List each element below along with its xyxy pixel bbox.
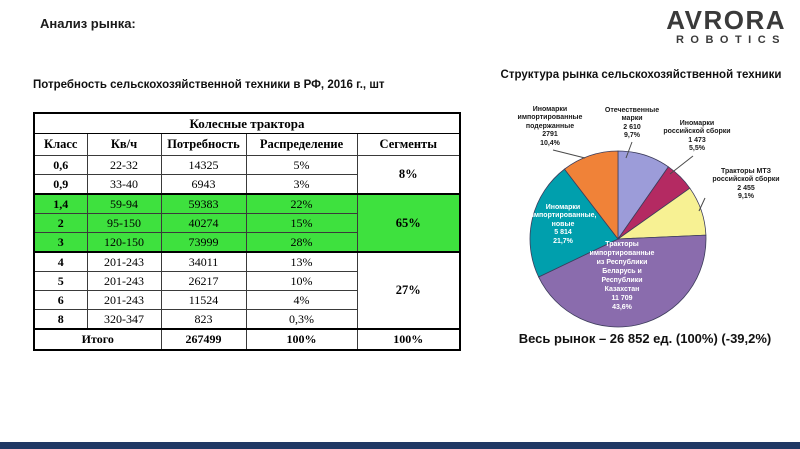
total-need: 267499: [160, 328, 247, 351]
total-segment: 100%: [356, 328, 461, 351]
cell-class: 3: [33, 232, 88, 253]
table-row: 0,6 22-32 14325 5% 8%: [33, 155, 461, 195]
chart-title: Структура рынка сельскохозяйственной тех…: [500, 69, 782, 81]
table-total-row: Итого 267499 100% 100%: [33, 328, 461, 351]
footer-bar: [0, 442, 800, 449]
cell-share: 4%: [245, 290, 358, 310]
leader-line-domestic: [625, 141, 633, 159]
col-header-share: Распределение: [245, 133, 358, 156]
pie-slice: [563, 150, 619, 241]
cell-need: 6943: [160, 174, 247, 195]
table-row: 5 201-243 26217 10%: [33, 271, 460, 291]
cell-need: 59383: [160, 193, 247, 214]
cell-share: 0,3%: [245, 309, 358, 330]
cell-power: 201-243: [86, 290, 162, 310]
cell-need: 40274: [160, 213, 247, 233]
cell-share: 3%: [245, 174, 358, 195]
pie-label-mtz: Тракторы МТЗ российской сборки 2 455 9,1…: [712, 168, 780, 201]
table-group-header: Колесные трактора: [33, 112, 461, 134]
table-row-highlighted: 2 95-150 40274 15%: [33, 213, 460, 233]
leader-line-used-imports: [552, 149, 586, 159]
cell-need: 823: [160, 309, 247, 330]
cell-share: 10%: [245, 271, 358, 291]
demand-table: Колесные трактора Класс Кв/ч Потребность…: [33, 112, 461, 351]
col-header-power: Кв/ч: [86, 133, 162, 156]
cell-share: 5%: [245, 155, 358, 175]
total-label: Итого: [33, 328, 162, 351]
cell-class: 2: [33, 213, 88, 233]
cell-segment-large: 27%: [356, 251, 461, 330]
cell-class: 8: [33, 309, 88, 330]
pie-label-belarus-kazakhstan: Тракторы импортированные из Республики Б…: [589, 241, 655, 311]
col-header-segment: Сегменты: [356, 133, 461, 156]
cell-power: 33-40: [86, 174, 162, 195]
cell-class: 4: [33, 251, 88, 272]
logo: AVRORA ROBOTICS: [666, 7, 786, 46]
logo-subtitle: ROBOTICS: [675, 34, 786, 46]
logo-name: AVRORA: [666, 5, 786, 35]
pie-label-used-imports: Иномарки импортированные подержанные 279…: [517, 106, 583, 147]
cell-class: 5: [33, 271, 88, 291]
cell-power: 95-150: [86, 213, 162, 233]
cell-need: 11524: [160, 290, 247, 310]
table-row: 4 201-243 34011 13% 27%: [33, 251, 461, 330]
col-header-class: Класс: [33, 133, 88, 156]
cell-power: 59-94: [86, 193, 162, 214]
pie-label-new-imports: Иномарки импортированные, новые 5 814 21…: [529, 204, 597, 245]
cell-power: 201-243: [86, 271, 162, 291]
leader-line-mtz: [698, 197, 706, 212]
pie-slice: [538, 234, 707, 328]
table-title: Потребность сельскохозяйственной техники…: [33, 79, 385, 91]
table-row: 6 201-243 11524 4%: [33, 290, 460, 310]
table-header-row: Класс Кв/ч Потребность Распределение Сег…: [33, 133, 461, 156]
cell-share: 22%: [245, 193, 358, 214]
pie-label-ru-assembled: Иномарки российской сборки 1 473 5,5%: [663, 120, 731, 153]
cell-segment-small: 8%: [356, 155, 461, 195]
cell-segment-main: 65%: [356, 193, 461, 253]
table-row-highlighted: 1,4 59-94 59383 22% 65%: [33, 193, 461, 253]
pie-label-domestic: Отечественные марки 2 610 9,7%: [604, 107, 660, 140]
table-group-header-row: Колесные трактора: [33, 112, 461, 134]
cell-power: 120-150: [86, 232, 162, 253]
cell-need: 14325: [160, 155, 247, 175]
cell-power: 320-347: [86, 309, 162, 330]
leader-lines: [552, 141, 706, 212]
pie-chart: [529, 141, 707, 328]
cell-power: 22-32: [86, 155, 162, 175]
cell-share: 28%: [245, 232, 358, 253]
cell-class: 1,4: [33, 193, 88, 214]
cell-need: 26217: [160, 271, 247, 291]
total-share: 100%: [245, 328, 358, 351]
cell-power: 201-243: [86, 251, 162, 272]
cell-class: 0,6: [33, 155, 88, 175]
pie-slice: [529, 168, 619, 278]
cell-need: 34011: [160, 251, 247, 272]
pie-slices: [529, 150, 707, 328]
cell-class: 0,9: [33, 174, 88, 195]
cell-share: 15%: [245, 213, 358, 233]
cell-need: 73999: [160, 232, 247, 253]
table-row: 8 320-347 823 0,3%: [33, 309, 460, 330]
chart-caption: Весь рынок – 26 852 ед. (100%) (-39,2%): [518, 331, 772, 346]
table-row-highlighted: 3 120-150 73999 28%: [33, 232, 460, 253]
page-title: Анализ рынка:: [40, 16, 136, 31]
leader-line-ru-assembled: [669, 155, 694, 175]
col-header-need: Потребность: [160, 133, 247, 156]
cell-share: 13%: [245, 251, 358, 272]
cell-class: 6: [33, 290, 88, 310]
